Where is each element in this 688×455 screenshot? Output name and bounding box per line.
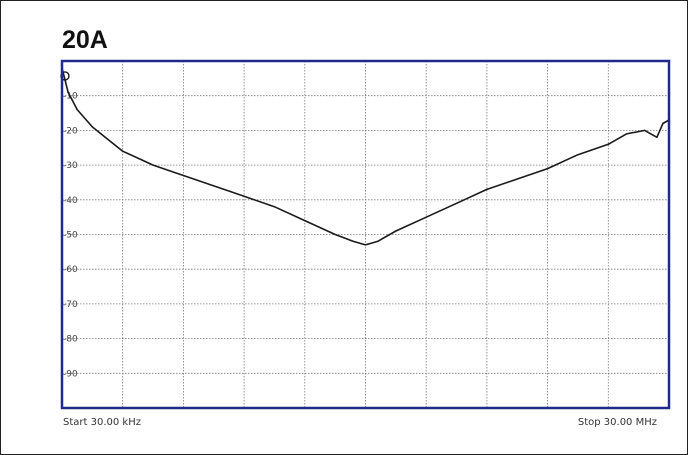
y-tick-label: -90 xyxy=(63,369,78,379)
grid-lines xyxy=(62,61,669,408)
y-tick-label: -60 xyxy=(63,265,78,275)
y-tick-label: -20 xyxy=(63,126,78,136)
chart-title: 20A xyxy=(62,26,108,54)
trace-line xyxy=(61,67,670,246)
y-tick-label: -30 xyxy=(63,161,78,171)
plot-border xyxy=(60,59,671,410)
y-tick-labels: -10-20-30-40-50-60-70-80-90 xyxy=(63,92,78,380)
y-tick-label: -50 xyxy=(63,231,78,241)
start-frequency-label: Start 30.00 kHz xyxy=(63,417,141,428)
y-tick-label: -70 xyxy=(63,300,78,310)
stop-frequency-label: Stop 30.00 MHz xyxy=(578,417,657,428)
y-tick-label: -80 xyxy=(63,335,78,345)
trace-layer xyxy=(60,67,670,246)
y-tick-label: -40 xyxy=(63,196,78,206)
